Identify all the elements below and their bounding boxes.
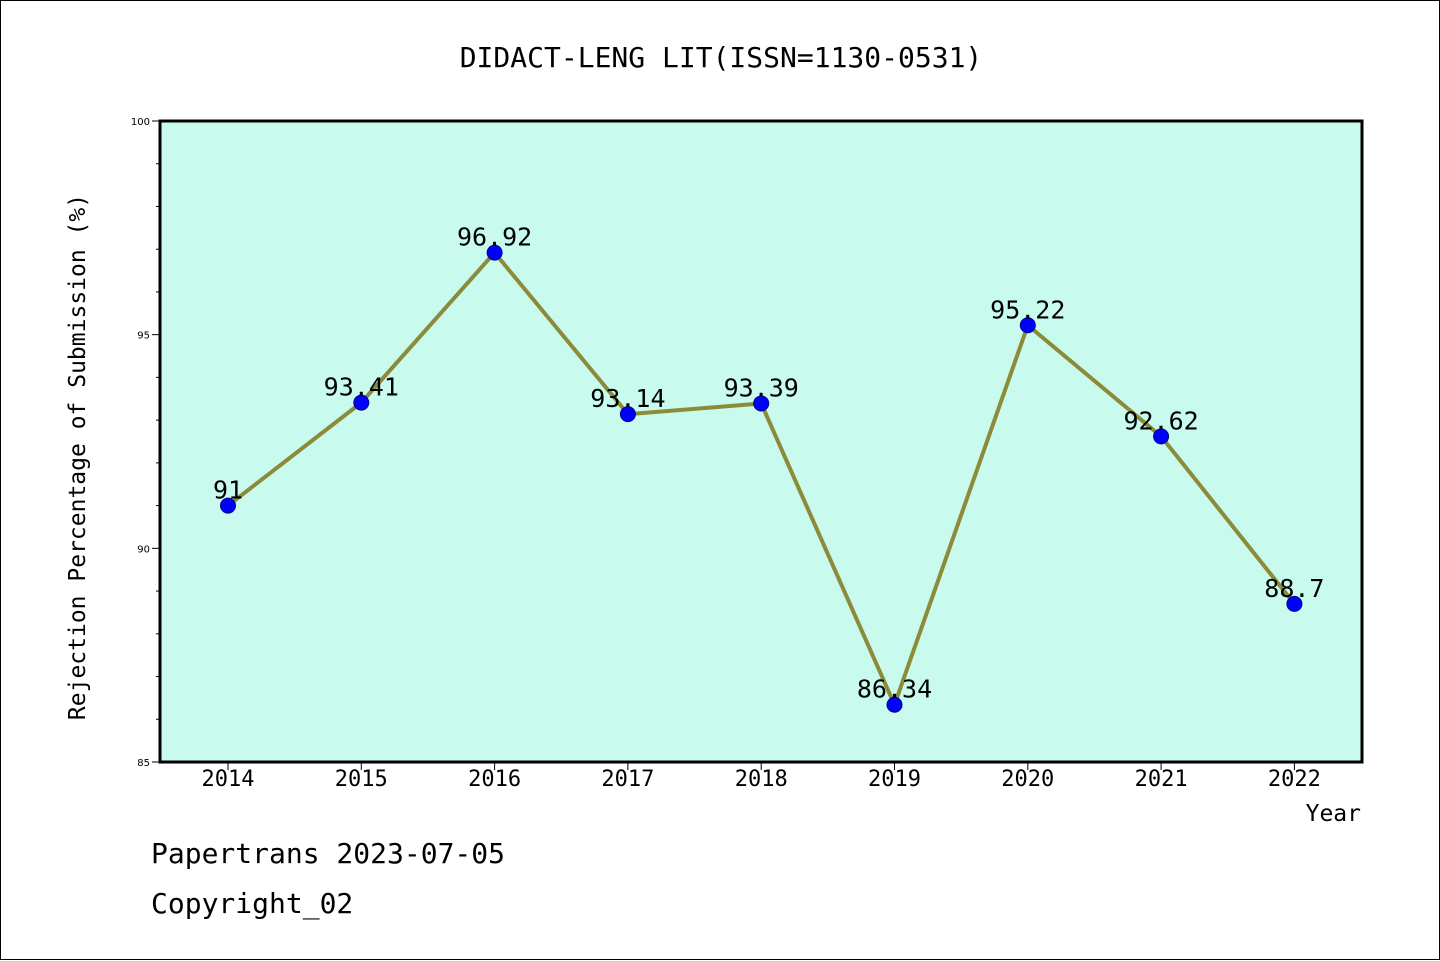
data-point-marker: [619, 406, 636, 423]
data-label: 95.22: [990, 295, 1065, 324]
data-point-marker: [886, 696, 903, 713]
x-tick-label: 2021: [1135, 767, 1188, 792]
x-tick-label: 2017: [601, 767, 654, 792]
data-label: 88.7: [1264, 574, 1324, 603]
x-tick-label: 2014: [202, 767, 255, 792]
data-point-marker: [1153, 428, 1170, 445]
data-label: 93.39: [724, 373, 799, 402]
x-tick-label: 2022: [1268, 767, 1321, 792]
x-tick-label: 2016: [468, 767, 521, 792]
data-point-marker: [1286, 595, 1303, 612]
y-tick-label: 90: [137, 544, 150, 555]
x-tick-label: 2015: [335, 767, 388, 792]
data-label: 93.41: [324, 373, 399, 402]
y-tick-label: 95: [137, 331, 150, 342]
footer-copyright: Copyright_02: [151, 887, 354, 920]
chart-title: DIDACT-LENG LIT(ISSN=1130-0531): [460, 41, 983, 74]
data-label: 86.34: [857, 675, 932, 704]
data-point-marker: [220, 497, 236, 514]
y-tick-label: 85: [137, 758, 150, 769]
plot-area: [158, 119, 1364, 764]
data-label: 91: [213, 476, 243, 505]
x-tick-label: 2018: [735, 767, 788, 792]
x-tick-label: 2019: [868, 767, 921, 792]
data-label: 96.92: [457, 223, 532, 252]
data-point-marker: [753, 395, 770, 412]
x-axis-label: Year: [1306, 801, 1361, 827]
y-axis-label: Rejection Percentage of Submission (%): [65, 194, 91, 720]
footer-date: Papertrans 2023-07-05: [151, 837, 506, 870]
data-label: 92.62: [1123, 406, 1198, 435]
data-label: 93.14: [590, 384, 665, 413]
y-axis-ticks: 85 90 95 100: [131, 117, 160, 769]
y-tick-label: 100: [131, 117, 150, 128]
data-point-marker: [486, 244, 503, 261]
data-point-marker: [1019, 317, 1036, 334]
data-point-marker: [353, 394, 370, 411]
x-axis-ticks: 2014 2015 2016 2017 2018 2019 2020 2021 2022: [202, 762, 1321, 792]
x-tick-label: 2020: [1001, 767, 1054, 792]
series-line-group: 91 93.41 96.92 93.14 93.39 86.34 95.22 92.62 88.…: [213, 223, 1325, 713]
